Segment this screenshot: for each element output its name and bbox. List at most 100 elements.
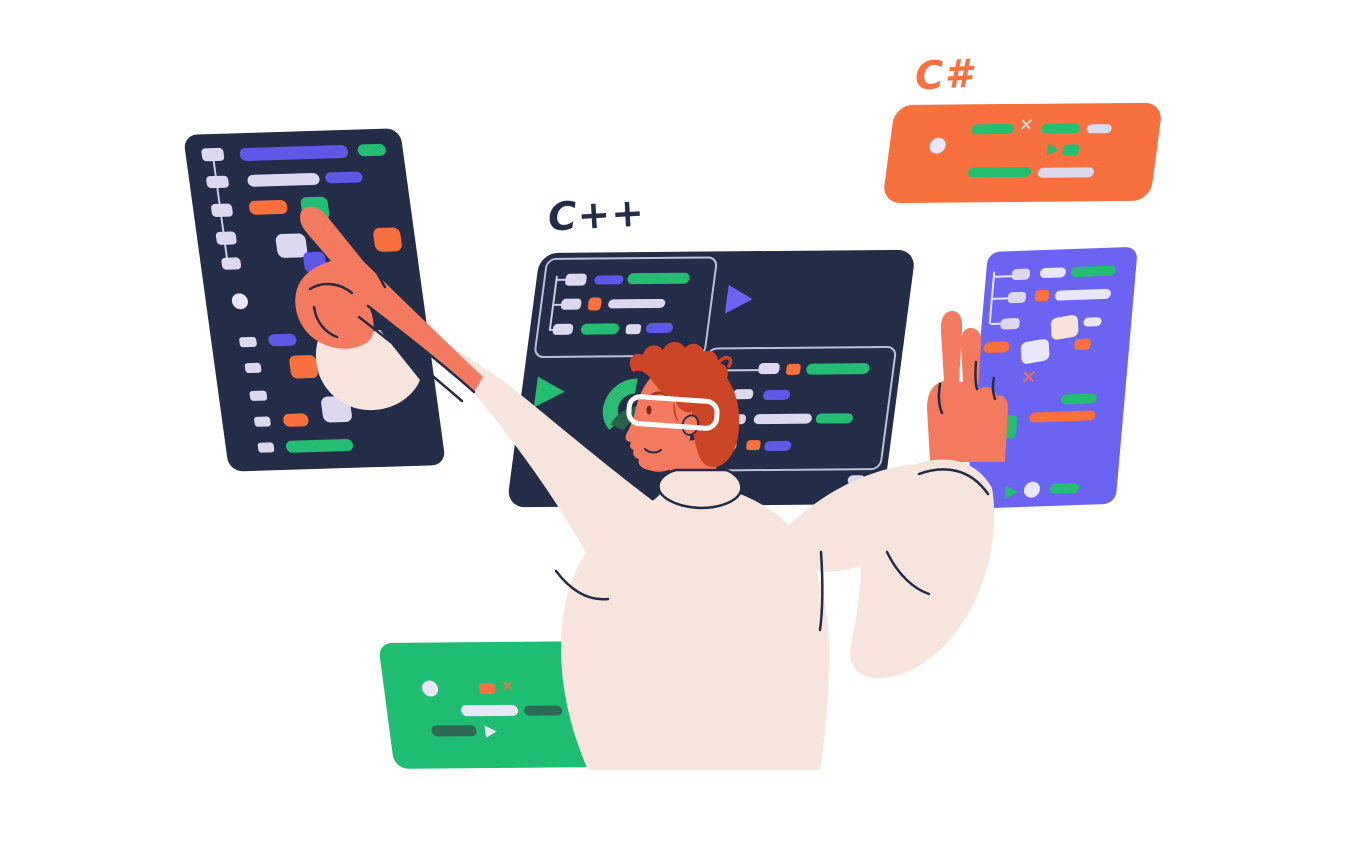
code-bar — [248, 199, 289, 215]
tree-node — [215, 231, 238, 245]
code-bar — [983, 341, 1011, 354]
code-bar — [593, 275, 624, 285]
code-block — [320, 395, 353, 423]
code-bar — [430, 725, 478, 737]
code-block — [299, 196, 331, 221]
cpp-code-panel — [506, 249, 916, 508]
tree-node — [560, 298, 582, 310]
code-bar — [460, 704, 519, 717]
code-bar — [847, 475, 866, 485]
tree-node — [1007, 291, 1027, 304]
code-block — [1050, 314, 1079, 341]
code-bar — [1028, 410, 1096, 423]
code-box — [533, 256, 719, 359]
tree-node — [725, 414, 747, 425]
code-block — [302, 251, 328, 274]
csharp-code-panel: ✕ — [882, 102, 1163, 204]
tree-node — [205, 175, 230, 189]
code-bar — [1037, 167, 1095, 178]
code-bar — [324, 171, 364, 184]
right-elbow-seam — [885, 550, 931, 596]
code-block — [1062, 144, 1080, 156]
play-icon — [1046, 144, 1060, 156]
code-bar — [580, 323, 620, 335]
tree-node — [564, 273, 588, 286]
code-bar — [246, 172, 321, 187]
close-icon: ✕ — [499, 676, 516, 696]
code-bar — [1049, 482, 1080, 495]
code-block — [587, 297, 603, 311]
code-bar — [356, 143, 387, 157]
code-block — [1034, 289, 1050, 302]
tree-node — [210, 203, 234, 218]
tree-node — [552, 323, 574, 335]
tree-node — [1011, 268, 1031, 281]
tree-branch — [702, 394, 734, 397]
close-icon: ✕ — [1017, 115, 1035, 136]
code-bar — [1041, 123, 1081, 134]
line-marker — [253, 416, 272, 427]
play-icon — [484, 725, 498, 738]
code-bar — [285, 438, 354, 453]
code-bar — [239, 144, 349, 162]
tree-node — [757, 362, 781, 375]
tree-branch — [994, 275, 1012, 278]
code-box — [690, 345, 898, 472]
cpp-label: C++ — [546, 190, 647, 241]
code-bar — [645, 322, 674, 334]
tree-branch — [696, 445, 718, 448]
bullet-dot-icon — [928, 137, 947, 154]
bullet-dot-icon — [1023, 481, 1041, 498]
line-marker — [257, 442, 275, 453]
code-bar — [815, 413, 854, 424]
code-bar — [1039, 267, 1067, 279]
code-block — [1001, 415, 1018, 439]
code-bar — [1083, 317, 1102, 327]
code-bar — [626, 272, 691, 285]
close-icon: ✕ — [1019, 366, 1038, 389]
bullet-dot-icon — [420, 680, 440, 697]
code-block — [478, 682, 496, 695]
left-elbow-seam — [554, 569, 610, 601]
code-bar — [523, 705, 563, 716]
line-marker — [249, 390, 268, 402]
csharp-label: C# — [913, 51, 974, 100]
code-block — [1020, 338, 1050, 365]
code-bar — [967, 166, 1032, 178]
play-icon — [1004, 485, 1018, 500]
tree-branch — [706, 369, 759, 372]
code-block — [625, 324, 642, 335]
code-block — [1074, 338, 1092, 351]
code-block — [785, 363, 802, 375]
code-bar — [971, 123, 1015, 135]
line-marker — [238, 336, 258, 348]
code-block — [288, 354, 319, 379]
play-icon — [533, 376, 567, 408]
bullet-dot-icon — [230, 293, 249, 310]
code-bar — [1086, 124, 1113, 134]
code-bar — [763, 440, 792, 452]
donut-chart — [602, 378, 658, 431]
tree-node — [732, 389, 754, 400]
tree-branch — [699, 419, 726, 422]
code-bar — [1060, 393, 1098, 405]
line-marker — [244, 362, 262, 374]
tree-node — [220, 257, 242, 270]
right-hand-fold-line — [937, 382, 944, 415]
code-bar — [282, 413, 310, 427]
purple-code-panel: ✕ — [965, 246, 1138, 509]
code-bar — [1070, 265, 1117, 278]
code-bar — [607, 298, 666, 309]
code-block — [745, 440, 762, 451]
code-bar — [267, 333, 298, 347]
tree-node — [716, 440, 738, 451]
play-icon — [724, 284, 755, 314]
tree-node — [200, 147, 225, 162]
code-bar — [762, 389, 791, 401]
code-bar — [753, 413, 813, 425]
right-shoulder-seam — [818, 550, 824, 632]
tree-branch — [992, 297, 1008, 300]
left-code-panel — [183, 128, 447, 472]
green-code-panel: ✕ — [378, 640, 687, 769]
